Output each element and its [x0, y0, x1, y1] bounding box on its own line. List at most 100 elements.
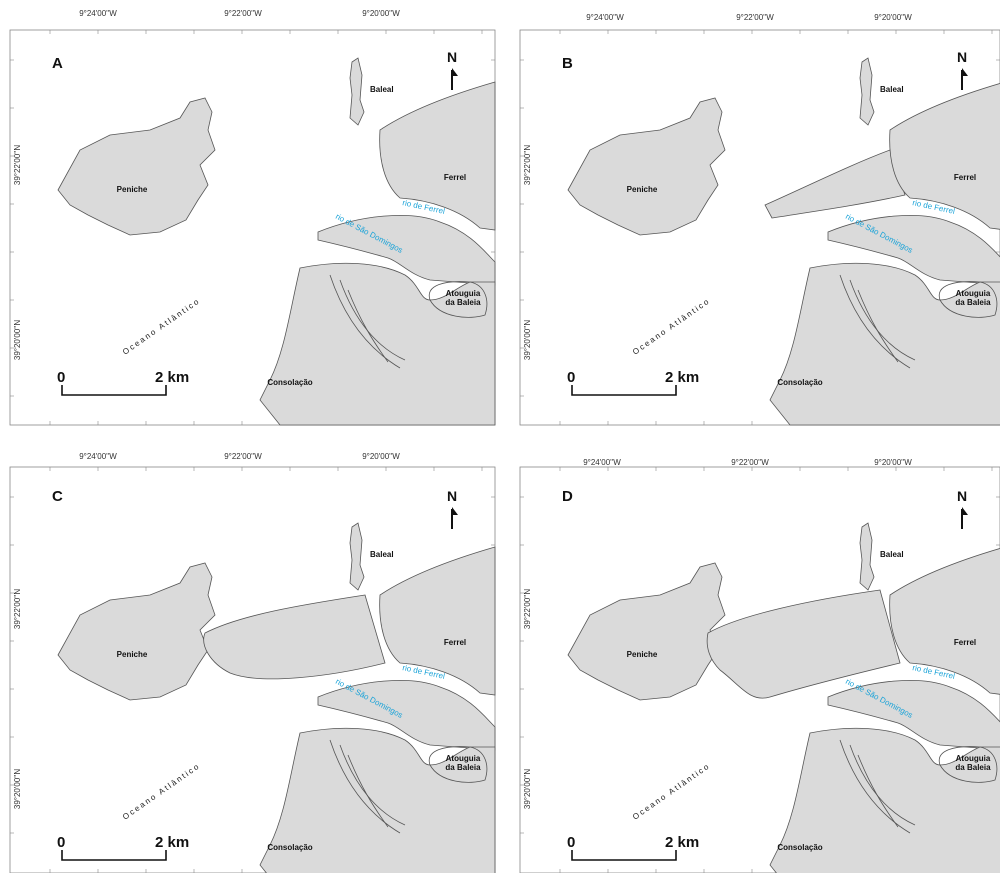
- longitude-label: 9°22'00''W: [224, 452, 262, 461]
- north-arrow-icon: N: [957, 488, 968, 529]
- longitude-label: 9°22'00''W: [736, 13, 774, 22]
- latitude-label: 39°22'00''N: [523, 145, 532, 185]
- map-svg: 9°24'00''W 9°22'00''W 9°20'00''W 39°22'00''…: [9, 452, 496, 873]
- interfluve-landmass: [317, 680, 496, 751]
- ferrel-landmass: [889, 548, 1000, 695]
- baleal-label: Baleal: [370, 85, 394, 94]
- svg-text:N: N: [957, 49, 967, 65]
- longitude-label: 9°20'00''W: [362, 9, 400, 18]
- scale-bar: 0 2 km: [57, 369, 189, 396]
- scale-distance-label: 2 km: [665, 369, 699, 386]
- tombolo: [706, 589, 901, 699]
- baleal-label: Baleal: [880, 85, 904, 94]
- map-panel-d: 9°24'00''W 9°22'00''W 9°20'00''W 39°22'00''…: [510, 445, 1000, 873]
- ferrel-landmass: [889, 83, 1000, 230]
- longitude-label: 9°22'00''W: [224, 9, 262, 18]
- consolacao-label: Consolação: [777, 378, 822, 387]
- consolacao-label: Consolação: [267, 378, 312, 387]
- longitude-label: 9°24'00''W: [583, 458, 621, 467]
- ferrel-label: Ferrel: [954, 173, 976, 182]
- north-arrow-icon: N: [447, 488, 458, 529]
- longitude-label: 9°22'00''W: [731, 458, 769, 467]
- map-panel-a: 9°24'00''W 9°22'00''W 9°20'00''W 39°22'00''…: [0, 0, 505, 441]
- interfluve-landmass: [827, 215, 1000, 286]
- peniche-landmass: [567, 562, 726, 701]
- baleal-label: Baleal: [370, 550, 394, 559]
- longitude-label: 9°24'00''W: [586, 13, 624, 22]
- scale-zero-label: 0: [57, 369, 65, 386]
- svg-text:N: N: [447, 488, 457, 504]
- longitude-label: 9°20'00''W: [362, 452, 400, 461]
- ferrel-landmass: [379, 546, 496, 696]
- southern-landmass: [769, 727, 1000, 873]
- ocean-label: Oceano Atlântico: [631, 761, 712, 821]
- peniche-label: Peniche: [117, 185, 148, 194]
- latitude-label: 39°22'00''N: [13, 145, 22, 185]
- longitude-label: 9°24'00''W: [79, 9, 117, 18]
- peniche-landmass: [57, 97, 216, 236]
- panel-letter: C: [52, 488, 63, 505]
- map-frame: [519, 29, 1000, 426]
- peniche-landmass: [57, 562, 216, 701]
- map-panel-c: 9°24'00''W 9°22'00''W 9°20'00''W 39°22'00''…: [0, 445, 505, 873]
- consolacao-label: Consolação: [267, 843, 312, 852]
- atouguia-label: Atouguia: [446, 754, 481, 763]
- sand-spit: [764, 149, 906, 219]
- scale-distance-label: 2 km: [665, 834, 699, 851]
- atouguia-label: Atouguia: [956, 754, 991, 763]
- scale-bar: 0 2 km: [57, 834, 189, 861]
- panel-letter: A: [52, 55, 63, 72]
- atouguia-label-2: da Baleia: [955, 763, 991, 772]
- ferrel-label: Ferrel: [444, 173, 466, 182]
- sand-spit: [203, 594, 386, 680]
- ocean-label: Oceano Atlântico: [631, 296, 712, 356]
- scale-bar: 0 2 km: [567, 834, 699, 861]
- ferrel-label: Ferrel: [444, 638, 466, 647]
- scale-zero-label: 0: [567, 834, 575, 851]
- north-arrow-icon: N: [447, 49, 458, 90]
- panel-letter: D: [562, 488, 573, 505]
- southern-landmass: [769, 262, 1000, 426]
- map-svg: 9°24'00''W 9°22'00''W 9°20'00''W 39°22'00''…: [519, 458, 1000, 873]
- baleal-island: [859, 57, 875, 126]
- baleal-island: [349, 57, 365, 126]
- scale-distance-label: 2 km: [155, 834, 189, 851]
- atouguia-label-2: da Baleia: [445, 763, 481, 772]
- longitude-label: 9°24'00''W: [79, 452, 117, 461]
- atouguia-label: Atouguia: [956, 289, 991, 298]
- longitude-label: 9°20'00''W: [874, 458, 912, 467]
- map-svg: 9°24'00''W 9°22'00''W 9°20'00''W 39°22'00''…: [9, 9, 496, 426]
- southern-landmass: [259, 262, 496, 426]
- latitude-label: 39°22'00''N: [523, 589, 532, 629]
- scale-zero-label: 0: [57, 834, 65, 851]
- ferrel-landmass: [379, 81, 496, 231]
- atouguia-label: Atouguia: [446, 289, 481, 298]
- north-arrow-icon: N: [957, 49, 968, 90]
- interfluve-landmass: [827, 680, 1000, 751]
- atouguia-label-2: da Baleia: [955, 298, 991, 307]
- map-svg: 9°24'00''W 9°22'00''W 9°20'00''W 39°22'00''…: [519, 13, 1000, 426]
- latitude-label: 39°22'00''N: [13, 589, 22, 629]
- peniche-landmass: [567, 97, 726, 236]
- peniche-label: Peniche: [117, 650, 148, 659]
- peniche-label: Peniche: [627, 650, 658, 659]
- map-frame: [519, 466, 1000, 873]
- atouguia-label-2: da Baleia: [445, 298, 481, 307]
- latitude-label: 39°20'00''N: [523, 320, 532, 360]
- baleal-island: [349, 522, 365, 591]
- map-panel-b: 9°24'00''W 9°22'00''W 9°20'00''W 39°22'00''…: [510, 0, 1000, 441]
- baleal-island: [859, 522, 875, 591]
- latitude-label: 39°20'00''N: [13, 769, 22, 809]
- scale-zero-label: 0: [567, 369, 575, 386]
- ocean-label: Oceano Atlântico: [121, 296, 202, 356]
- svg-text:N: N: [447, 49, 457, 65]
- baleal-label: Baleal: [880, 550, 904, 559]
- latitude-label: 39°20'00''N: [523, 769, 532, 809]
- svg-text:N: N: [957, 488, 967, 504]
- scale-distance-label: 2 km: [155, 369, 189, 386]
- longitude-label: 9°20'00''W: [874, 13, 912, 22]
- interfluve-landmass: [317, 215, 496, 286]
- panel-letter: B: [562, 55, 573, 72]
- latitude-label: 39°20'00''N: [13, 320, 22, 360]
- consolacao-label: Consolação: [777, 843, 822, 852]
